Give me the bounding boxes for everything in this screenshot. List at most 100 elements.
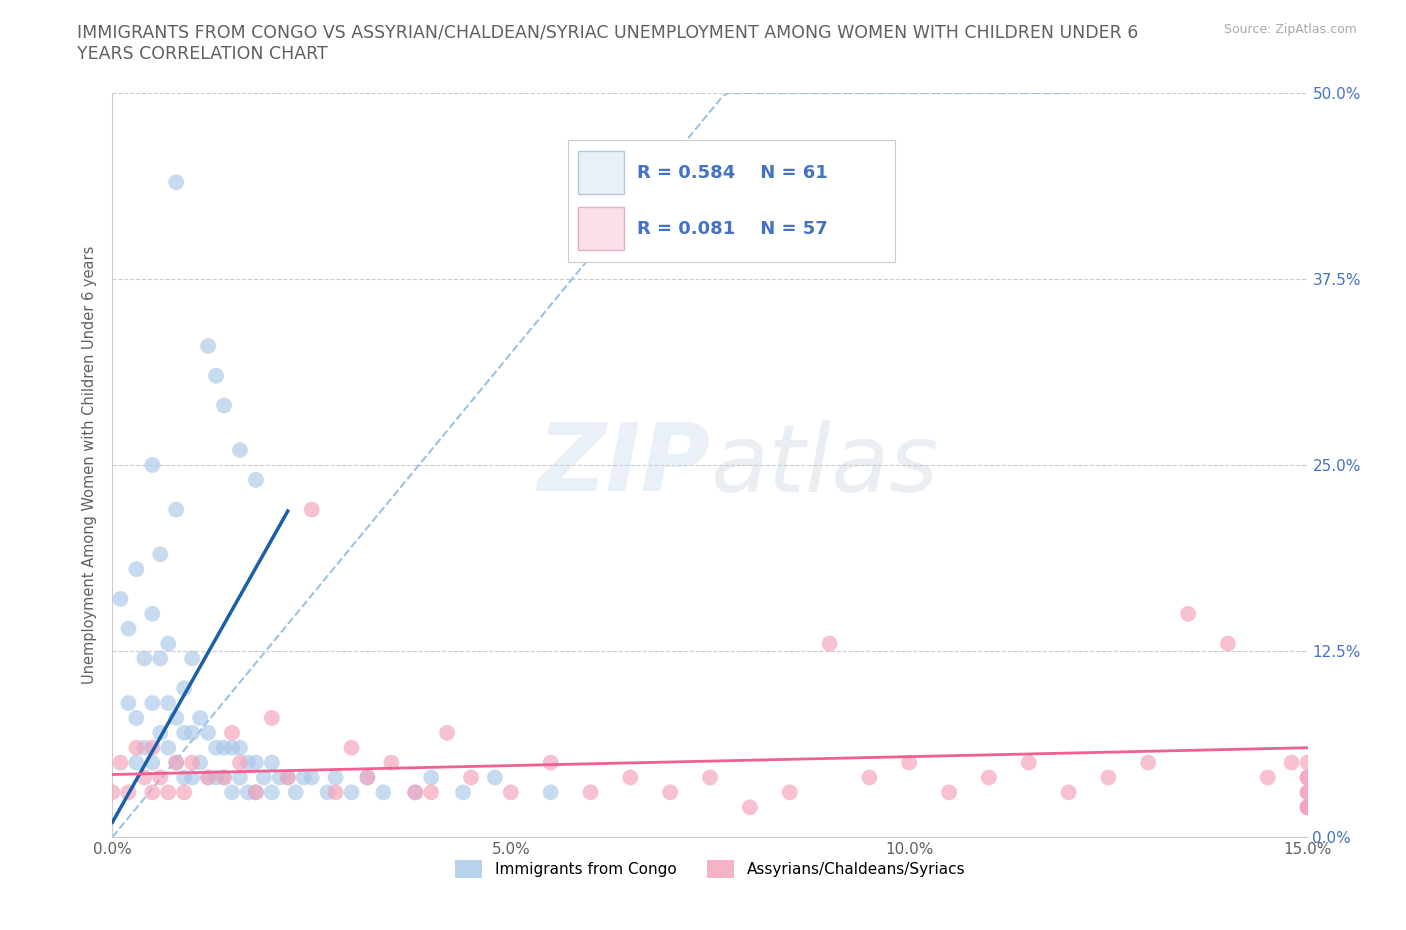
Point (898, 755, 921, 770)
Point (277, 770, 299, 785)
Point (1018, 755, 1040, 770)
Point (356, 770, 378, 785)
Point (340, 785, 363, 800)
Point (141, 696, 163, 711)
Point (141, 755, 163, 770)
Point (134, 740, 156, 755)
Point (181, 770, 204, 785)
Point (284, 785, 307, 800)
Point (938, 785, 960, 800)
Point (738, 800, 761, 815)
Point (356, 770, 378, 785)
Point (260, 755, 283, 770)
Point (260, 785, 283, 800)
Point (404, 785, 426, 800)
Point (540, 755, 562, 770)
Point (484, 770, 506, 785)
Point (460, 770, 482, 785)
Point (157, 740, 180, 755)
Point (229, 755, 252, 770)
Point (205, 770, 228, 785)
Point (301, 502, 323, 517)
Point (1097, 770, 1119, 785)
Point (699, 770, 721, 785)
Point (197, 725, 219, 740)
Text: R = 0.584    N = 61: R = 0.584 N = 61 (637, 164, 827, 181)
Point (1296, 785, 1319, 800)
Point (141, 740, 163, 755)
Point (212, 740, 235, 755)
Point (229, 770, 252, 785)
Point (117, 621, 139, 636)
Point (157, 696, 180, 711)
Y-axis label: Unemployment Among Women with Children Under 6 years: Unemployment Among Women with Children U… (82, 246, 97, 684)
Point (301, 770, 323, 785)
Point (165, 755, 187, 770)
Point (181, 651, 204, 666)
Point (292, 770, 315, 785)
Point (141, 785, 163, 800)
Point (858, 770, 880, 785)
Point (125, 755, 148, 770)
Point (197, 770, 219, 785)
Point (141, 606, 163, 621)
FancyBboxPatch shape (578, 152, 624, 193)
Point (977, 770, 1000, 785)
Point (110, 755, 132, 770)
Text: YEARS CORRELATION CHART: YEARS CORRELATION CHART (77, 45, 328, 62)
Point (212, 770, 235, 785)
Point (205, 368, 228, 383)
Point (260, 711, 283, 725)
Point (134, 651, 156, 666)
Point (117, 696, 139, 711)
Point (1257, 770, 1279, 785)
Text: ZIP: ZIP (537, 419, 710, 511)
Point (1296, 800, 1319, 815)
Point (540, 785, 562, 800)
Point (253, 770, 276, 785)
Point (173, 725, 195, 740)
Point (165, 755, 187, 770)
Point (1137, 755, 1160, 770)
Point (188, 755, 211, 770)
Point (197, 770, 219, 785)
Point (221, 740, 243, 755)
Point (125, 562, 148, 577)
Point (245, 785, 267, 800)
Point (404, 785, 426, 800)
Point (149, 770, 172, 785)
Point (157, 636, 180, 651)
Point (325, 785, 347, 800)
Point (173, 785, 195, 800)
Point (373, 785, 395, 800)
Point (1296, 785, 1319, 800)
Point (316, 785, 339, 800)
Point (125, 711, 148, 725)
Text: atlas: atlas (710, 419, 938, 511)
Text: IMMIGRANTS FROM CONGO VS ASSYRIAN/CHALDEAN/SYRIAC UNEMPLOYMENT AMONG WOMEN WITH : IMMIGRANTS FROM CONGO VS ASSYRIAN/CHALDE… (77, 23, 1139, 41)
Point (1296, 755, 1319, 770)
Point (245, 785, 267, 800)
Point (221, 725, 243, 740)
Point (134, 770, 156, 785)
Point (1057, 785, 1080, 800)
Point (325, 770, 347, 785)
Point (110, 591, 132, 606)
Point (1296, 770, 1319, 785)
Point (149, 651, 172, 666)
Point (451, 785, 474, 800)
Point (149, 725, 172, 740)
Point (269, 770, 291, 785)
Point (197, 339, 219, 353)
Point (420, 785, 443, 800)
Point (165, 502, 187, 517)
Point (1216, 636, 1239, 651)
Point (205, 740, 228, 755)
Text: R = 0.081    N = 57: R = 0.081 N = 57 (637, 219, 827, 237)
Point (380, 755, 402, 770)
Point (1296, 800, 1319, 815)
Point (1281, 755, 1303, 770)
Point (221, 785, 243, 800)
Point (1177, 606, 1199, 621)
Point (1296, 800, 1319, 815)
